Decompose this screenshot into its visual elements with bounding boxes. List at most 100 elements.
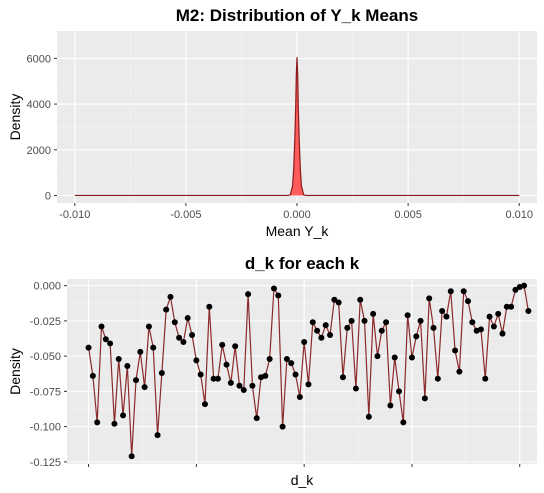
dk-data-point (387, 402, 394, 409)
dk-data-point (214, 375, 221, 382)
dk-data-point (85, 344, 92, 351)
dk-data-point (370, 310, 377, 317)
dk-data-point (408, 354, 415, 361)
dk-data-point (521, 282, 528, 289)
y-tick-label: -0.075 (30, 386, 61, 398)
dk-data-point (352, 385, 359, 392)
dk-data-point (266, 355, 273, 362)
y-tick-label: 6000 (27, 53, 51, 65)
y-tick-label: -0.100 (30, 422, 61, 434)
dk-data-point (318, 334, 325, 341)
dk-data-point (309, 319, 316, 326)
density-y-axis: 0 2000 4000 6000 (27, 53, 57, 202)
dk-data-point (171, 319, 178, 326)
dk-data-point (128, 453, 135, 460)
x-tick-label: -0.010 (59, 209, 90, 221)
dk-data-point (314, 327, 321, 334)
dk-data-point (132, 377, 139, 384)
density-x-axis: -0.010 -0.005 0.000 0.005 0.010 (59, 203, 533, 221)
dk-data-point (201, 401, 208, 408)
dk-data-point (344, 324, 351, 331)
dk-x-axis (88, 464, 521, 467)
dk-data-point (94, 419, 101, 426)
dk-data-point (296, 394, 303, 401)
dk-data-point (150, 344, 157, 351)
dk-chart-title: d_k for each k (245, 254, 360, 273)
dk-data-point (322, 322, 329, 329)
dk-data-point (383, 319, 390, 326)
dk-data-point (430, 324, 437, 331)
dk-data-point (120, 412, 127, 419)
dk-data-point (465, 298, 472, 305)
dk-data-point (219, 341, 226, 348)
dk-data-point (339, 374, 346, 381)
dk-data-point (495, 310, 502, 317)
dk-data-point (447, 288, 454, 295)
dk-data-point (335, 299, 342, 306)
y-tick-label: 4000 (27, 99, 51, 111)
dk-data-point (279, 423, 286, 430)
dk-data-point (288, 360, 295, 367)
density-chart-title: M2: Distribution of Y_k Means (176, 6, 418, 25)
dk-data-point (396, 388, 403, 395)
dk-data-point (292, 371, 299, 378)
dk-data-point (361, 317, 368, 324)
dk-data-point (223, 361, 230, 368)
dk-data-point (167, 293, 174, 300)
dk-y-axis-label: Density (7, 348, 23, 395)
dk-data-point (193, 357, 200, 364)
dk-data-point (189, 331, 196, 338)
dk-data-point (158, 370, 165, 377)
x-tick-label: 0.010 (505, 209, 533, 221)
dk-data-point (137, 348, 144, 355)
density-area (74, 57, 520, 197)
dk-data-point (301, 339, 308, 346)
dk-data-point (270, 285, 277, 292)
dk-data-point (253, 415, 260, 422)
dk-data-point (145, 323, 152, 330)
dk-data-point (525, 308, 532, 315)
dk-data-point (210, 375, 217, 382)
density-curve (74, 57, 520, 197)
density-fill (74, 57, 520, 196)
dk-data-point (417, 317, 424, 324)
dk-data-point (460, 288, 467, 295)
dk-data-point (141, 384, 148, 391)
dk-data-point (413, 333, 420, 340)
dk-y-axis: 0.000 -0.025 -0.050 -0.075 -0.100 -0.125 (30, 281, 67, 469)
dk-data-point (283, 355, 290, 362)
dk-data-point (421, 395, 428, 402)
dk-data-point (232, 343, 239, 350)
dk-data-point (236, 382, 243, 389)
dk-data-point (206, 303, 213, 310)
x-tick-label: 0.005 (394, 209, 422, 221)
dk-data-point (305, 381, 312, 388)
dk-data-point (89, 372, 96, 379)
dk-data-point (404, 312, 411, 319)
dk-data-point (365, 413, 372, 420)
dk-data-point (180, 339, 187, 346)
dk-data-point (477, 326, 484, 333)
dk-data-point (452, 347, 459, 354)
dk-data-point (176, 334, 183, 341)
dk-data-point (456, 368, 463, 375)
dk-data-point (374, 353, 381, 360)
dk-data-point (490, 323, 497, 330)
dk-data-point (434, 375, 441, 382)
dk-data-point (240, 386, 247, 393)
dk-data-point (348, 317, 355, 324)
y-tick-label: -0.025 (30, 316, 61, 328)
dk-data-point (102, 336, 109, 343)
dk-data-point (227, 379, 234, 386)
dk-data-point (154, 432, 161, 439)
dk-data-point (486, 313, 493, 320)
density-x-axis-label: Mean Y_k (266, 223, 330, 239)
dk-data-point (115, 355, 122, 362)
dk-data-point (400, 419, 407, 426)
dk-data-point (262, 372, 269, 379)
dk-data-point (197, 371, 204, 378)
dk-data-point (391, 354, 398, 361)
dk-data-point (508, 303, 515, 310)
dk-series (85, 282, 532, 460)
